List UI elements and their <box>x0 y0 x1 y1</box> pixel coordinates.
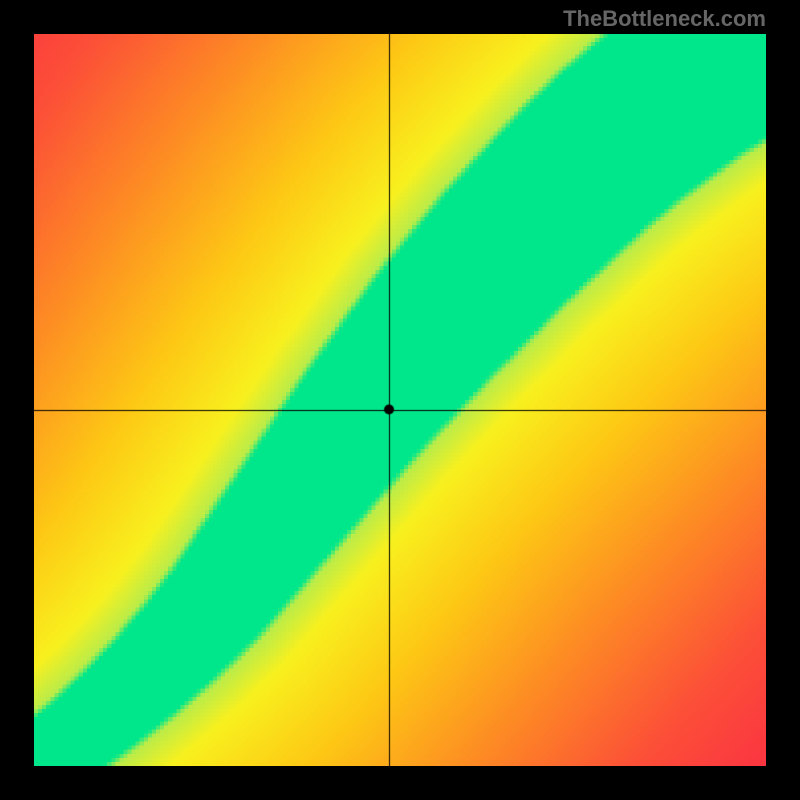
chart-container: TheBottleneck.com <box>0 0 800 800</box>
crosshair-overlay <box>34 34 766 766</box>
attribution-text: TheBottleneck.com <box>563 6 766 32</box>
